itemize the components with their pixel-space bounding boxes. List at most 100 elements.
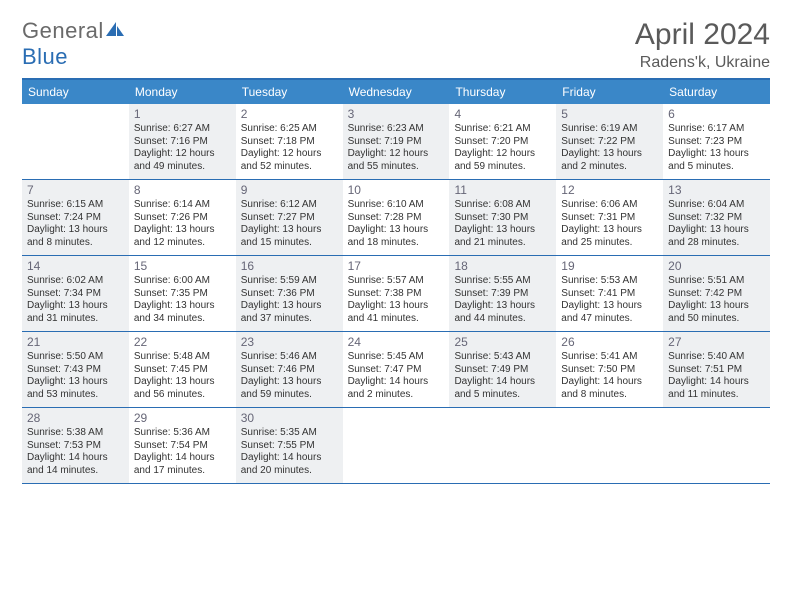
daylight-text: Daylight: 12 hours (454, 148, 551, 161)
day-number: 7 (27, 183, 124, 197)
daylight-text: and 37 minutes. (241, 313, 338, 326)
calendar-day: 4Sunrise: 6:21 AMSunset: 7:20 PMDaylight… (449, 104, 556, 179)
sunset-text: Sunset: 7:20 PM (454, 136, 551, 149)
sunrise-text: Sunrise: 6:04 AM (668, 199, 765, 212)
sunset-text: Sunset: 7:32 PM (668, 212, 765, 225)
sunrise-text: Sunrise: 6:00 AM (134, 275, 231, 288)
calendar-day: 10Sunrise: 6:10 AMSunset: 7:28 PMDayligh… (343, 180, 450, 255)
sunrise-text: Sunrise: 6:12 AM (241, 199, 338, 212)
daylight-text: Daylight: 13 hours (561, 148, 658, 161)
sunset-text: Sunset: 7:53 PM (27, 440, 124, 453)
dow-monday: Monday (129, 80, 236, 104)
day-number: 30 (241, 411, 338, 425)
calendar-week: 1Sunrise: 6:27 AMSunset: 7:16 PMDaylight… (22, 104, 770, 180)
dow-thursday: Thursday (449, 80, 556, 104)
day-number: 25 (454, 335, 551, 349)
calendar-day (663, 408, 770, 483)
sunset-text: Sunset: 7:49 PM (454, 364, 551, 377)
daylight-text: and 21 minutes. (454, 237, 551, 250)
daylight-text: and 18 minutes. (348, 237, 445, 250)
sunrise-text: Sunrise: 5:40 AM (668, 351, 765, 364)
day-number: 26 (561, 335, 658, 349)
daylight-text: and 47 minutes. (561, 313, 658, 326)
sunrise-text: Sunrise: 6:27 AM (134, 123, 231, 136)
calendar-day: 18Sunrise: 5:55 AMSunset: 7:39 PMDayligh… (449, 256, 556, 331)
location: Radens'k, Ukraine (635, 54, 770, 72)
daylight-text: Daylight: 13 hours (561, 300, 658, 313)
daylight-text: Daylight: 13 hours (27, 376, 124, 389)
header: GeneralBlue April 2024 Radens'k, Ukraine (22, 18, 770, 72)
sunset-text: Sunset: 7:30 PM (454, 212, 551, 225)
daylight-text: Daylight: 14 hours (241, 452, 338, 465)
day-number: 6 (668, 107, 765, 121)
daylight-text: and 52 minutes. (241, 161, 338, 174)
calendar-day: 1Sunrise: 6:27 AMSunset: 7:16 PMDaylight… (129, 104, 236, 179)
calendar-day: 9Sunrise: 6:12 AMSunset: 7:27 PMDaylight… (236, 180, 343, 255)
sunrise-text: Sunrise: 5:36 AM (134, 427, 231, 440)
daylight-text: and 34 minutes. (134, 313, 231, 326)
daylight-text: and 5 minutes. (454, 389, 551, 402)
sunset-text: Sunset: 7:36 PM (241, 288, 338, 301)
sunrise-text: Sunrise: 6:23 AM (348, 123, 445, 136)
calendar-day: 2Sunrise: 6:25 AMSunset: 7:18 PMDaylight… (236, 104, 343, 179)
calendar-day: 7Sunrise: 6:15 AMSunset: 7:24 PMDaylight… (22, 180, 129, 255)
daylight-text: and 44 minutes. (454, 313, 551, 326)
daylight-text: Daylight: 13 hours (27, 300, 124, 313)
calendar-day: 12Sunrise: 6:06 AMSunset: 7:31 PMDayligh… (556, 180, 663, 255)
sunrise-text: Sunrise: 5:51 AM (668, 275, 765, 288)
sunset-text: Sunset: 7:16 PM (134, 136, 231, 149)
calendar-day: 30Sunrise: 5:35 AMSunset: 7:55 PMDayligh… (236, 408, 343, 483)
daylight-text: and 5 minutes. (668, 161, 765, 174)
calendar-day: 24Sunrise: 5:45 AMSunset: 7:47 PMDayligh… (343, 332, 450, 407)
sunrise-text: Sunrise: 6:10 AM (348, 199, 445, 212)
calendar-day: 6Sunrise: 6:17 AMSunset: 7:23 PMDaylight… (663, 104, 770, 179)
daylight-text: and 41 minutes. (348, 313, 445, 326)
daylight-text: Daylight: 13 hours (241, 300, 338, 313)
calendar-day: 20Sunrise: 5:51 AMSunset: 7:42 PMDayligh… (663, 256, 770, 331)
day-number: 10 (348, 183, 445, 197)
sunrise-text: Sunrise: 5:41 AM (561, 351, 658, 364)
daylight-text: Daylight: 13 hours (668, 300, 765, 313)
sunrise-text: Sunrise: 6:14 AM (134, 199, 231, 212)
daylight-text: Daylight: 13 hours (134, 300, 231, 313)
sunrise-text: Sunrise: 5:38 AM (27, 427, 124, 440)
sunrise-text: Sunrise: 6:15 AM (27, 199, 124, 212)
daylight-text: and 8 minutes. (561, 389, 658, 402)
calendar-day: 19Sunrise: 5:53 AMSunset: 7:41 PMDayligh… (556, 256, 663, 331)
dow-wednesday: Wednesday (343, 80, 450, 104)
daylight-text: and 53 minutes. (27, 389, 124, 402)
sunrise-text: Sunrise: 6:02 AM (27, 275, 124, 288)
dow-tuesday: Tuesday (236, 80, 343, 104)
sunset-text: Sunset: 7:34 PM (27, 288, 124, 301)
daylight-text: and 15 minutes. (241, 237, 338, 250)
day-number: 11 (454, 183, 551, 197)
sunset-text: Sunset: 7:23 PM (668, 136, 765, 149)
sunrise-text: Sunrise: 6:08 AM (454, 199, 551, 212)
daylight-text: and 50 minutes. (668, 313, 765, 326)
sunrise-text: Sunrise: 5:57 AM (348, 275, 445, 288)
daylight-text: Daylight: 13 hours (561, 224, 658, 237)
sunrise-text: Sunrise: 5:55 AM (454, 275, 551, 288)
sunset-text: Sunset: 7:42 PM (668, 288, 765, 301)
brand-part2: Blue (22, 44, 68, 69)
daylight-text: Daylight: 14 hours (348, 376, 445, 389)
daylight-text: and 20 minutes. (241, 465, 338, 478)
sunrise-text: Sunrise: 5:46 AM (241, 351, 338, 364)
sunrise-text: Sunrise: 5:53 AM (561, 275, 658, 288)
sunset-text: Sunset: 7:46 PM (241, 364, 338, 377)
daylight-text: and 17 minutes. (134, 465, 231, 478)
day-number: 19 (561, 259, 658, 273)
sunset-text: Sunset: 7:38 PM (348, 288, 445, 301)
daylight-text: and 59 minutes. (241, 389, 338, 402)
calendar-day: 13Sunrise: 6:04 AMSunset: 7:32 PMDayligh… (663, 180, 770, 255)
daylight-text: and 28 minutes. (668, 237, 765, 250)
day-number: 9 (241, 183, 338, 197)
calendar-week: 7Sunrise: 6:15 AMSunset: 7:24 PMDaylight… (22, 180, 770, 256)
calendar-day: 17Sunrise: 5:57 AMSunset: 7:38 PMDayligh… (343, 256, 450, 331)
calendar-week: 14Sunrise: 6:02 AMSunset: 7:34 PMDayligh… (22, 256, 770, 332)
daylight-text: Daylight: 13 hours (668, 224, 765, 237)
daylight-text: and 11 minutes. (668, 389, 765, 402)
day-number: 12 (561, 183, 658, 197)
day-of-week-row: Sunday Monday Tuesday Wednesday Thursday… (22, 80, 770, 104)
daylight-text: and 55 minutes. (348, 161, 445, 174)
